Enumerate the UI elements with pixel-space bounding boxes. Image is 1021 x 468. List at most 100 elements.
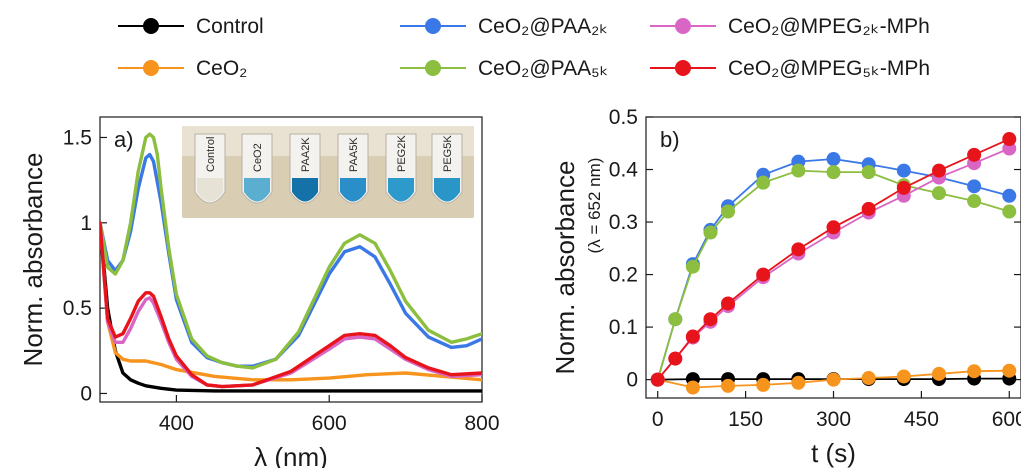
legend-marker <box>675 18 691 34</box>
data-point-paa2k <box>967 179 982 194</box>
data-point-mpeg5k <box>650 372 665 387</box>
legend-marker <box>143 60 159 76</box>
tube-4: PEG2K <box>385 133 417 204</box>
data-point-ceo2 <box>931 366 946 381</box>
panel-b-kinetics-chart: 0 150 300 450 600 0 0.1 0.2 0.3 0.4 0.5 t (s) Norm. … <box>550 106 1021 468</box>
data-point-paa5k <box>721 204 736 219</box>
data-point-paa5k <box>967 194 982 209</box>
data-point-paa5k <box>931 186 946 201</box>
data-point-ceo2 <box>861 371 876 386</box>
data-point-paa5k <box>861 165 876 180</box>
tube-liquid <box>292 178 318 202</box>
series-paa5k <box>100 132 482 370</box>
legend-label: CeO₂@MPEG₅ₖ-MPh <box>728 57 930 80</box>
y-tick-label: 0.3 <box>609 211 638 234</box>
data-point-ceo2 <box>1002 363 1017 378</box>
legend-label: CeO₂ <box>196 57 247 80</box>
data-point-mpeg5k <box>1002 132 1017 147</box>
series-line-paa5k <box>656 169 1011 381</box>
x-axis-label: t (s) <box>811 438 856 468</box>
data-point-ceo2 <box>791 375 806 390</box>
x-tick-label: 400 <box>159 412 194 435</box>
y-tick-label: 0.1 <box>609 316 638 339</box>
data-point-paa5k <box>685 259 700 274</box>
data-point-mpeg5k <box>931 163 946 178</box>
x-axis-label: λ (nm) <box>254 442 328 468</box>
tube-label: PAA5K <box>348 137 360 172</box>
data-point-paa2k <box>826 152 841 167</box>
tube-liquid <box>388 178 414 202</box>
legend-item-paa5k: CeO₂@PAA₅ₖ <box>400 57 609 80</box>
data-point-paa5k <box>668 312 683 327</box>
legend-item-mpeg5k: CeO₂@MPEG₅ₖ-MPh <box>650 57 930 80</box>
data-point-paa5k <box>703 225 718 240</box>
x-tick-label: 450 <box>904 408 939 431</box>
data-point-paa5k <box>791 163 806 178</box>
data-point-mpeg5k <box>685 329 700 344</box>
data-point-paa5k <box>756 175 771 190</box>
legend-label: CeO₂@PAA₂ₖ <box>478 15 608 38</box>
data-point-paa5k <box>826 165 841 180</box>
y-tick-label: 1.5 <box>63 126 92 149</box>
data-point-ceo2 <box>685 380 700 395</box>
data-point-ceo2 <box>826 372 841 387</box>
data-point-paa2k <box>1002 188 1017 203</box>
tube-liquid <box>434 178 460 202</box>
data-point-mpeg5k <box>826 220 841 235</box>
x-tick-label: 0 <box>652 408 664 431</box>
tube-1: CeO2 <box>241 133 273 204</box>
legend-item-control: Control <box>118 15 264 38</box>
y-tick-label: 0 <box>626 369 638 392</box>
data-point-ceo2 <box>721 378 736 393</box>
series-paa2k <box>656 158 1011 381</box>
y-tick-label: 0.5 <box>63 297 92 320</box>
data-point-paa2k <box>896 163 911 178</box>
legend-item-paa2k: CeO₂@PAA₂ₖ <box>400 15 608 38</box>
legend-marker <box>675 60 691 76</box>
series-ceo2 <box>100 221 482 382</box>
series-line-ceo2 <box>100 221 482 382</box>
tube-label: PEG2K <box>396 135 408 172</box>
x-tick-label: 300 <box>816 408 851 431</box>
legend-label: Control <box>196 15 264 38</box>
data-point-mpeg5k <box>756 267 771 282</box>
data-point-mpeg5k <box>703 312 718 327</box>
y-tick-label: 0.4 <box>609 159 639 182</box>
tube-liquid <box>197 178 223 202</box>
tube-liquid <box>244 178 270 202</box>
legend-label: CeO₂@MPEG₂ₖ-MPh <box>728 15 930 38</box>
data-point-mpeg5k <box>861 201 876 216</box>
legend-label: CeO₂@PAA₅ₖ <box>478 57 609 80</box>
series-mpeg5k <box>100 221 482 389</box>
series-mpeg2k <box>656 147 1011 381</box>
y-tick-label: 0.5 <box>609 106 638 129</box>
y-axis-sublabel: (λ = 652 nm) <box>585 158 604 254</box>
legend-marker <box>143 18 159 34</box>
data-point-mpeg5k <box>721 296 736 311</box>
series-paa5k <box>656 169 1011 381</box>
y-tick-label: 0 <box>80 382 92 405</box>
panel-label: a) <box>114 127 134 152</box>
tube-label: CeO2 <box>252 143 264 172</box>
tube-5: PEG5K <box>431 133 463 204</box>
tube-label: Control <box>205 137 217 172</box>
legend-item-ceo2: CeO₂ <box>118 57 247 80</box>
series-line-mpeg2k <box>656 147 1011 381</box>
data-point-paa5k <box>1002 204 1017 219</box>
x-tick-label: 600 <box>992 408 1021 431</box>
y-axis-label: Norm. absorbance <box>18 153 48 367</box>
legend-item-mpeg2k: CeO₂@MPEG₂ₖ-MPh <box>650 15 930 38</box>
legend-marker <box>425 60 441 76</box>
tube-label: PEG5K <box>442 135 454 172</box>
series-line-paa5k <box>100 132 482 370</box>
y-axis-label: Norm. absorbance <box>550 161 580 375</box>
tube-3: PAA5K <box>337 133 369 204</box>
data-point-mpeg5k <box>668 351 683 366</box>
tube-label: PAA2K <box>300 137 312 172</box>
series-line-paa2k <box>656 158 1011 381</box>
panel-a-spectra-chart: 400 600 800 0 0.5 1 1.5 λ (nm) Norm. absorbance a… <box>18 116 500 468</box>
data-point-mpeg5k <box>791 242 806 257</box>
data-point-ceo2 <box>756 377 771 392</box>
legend-marker <box>425 18 441 34</box>
